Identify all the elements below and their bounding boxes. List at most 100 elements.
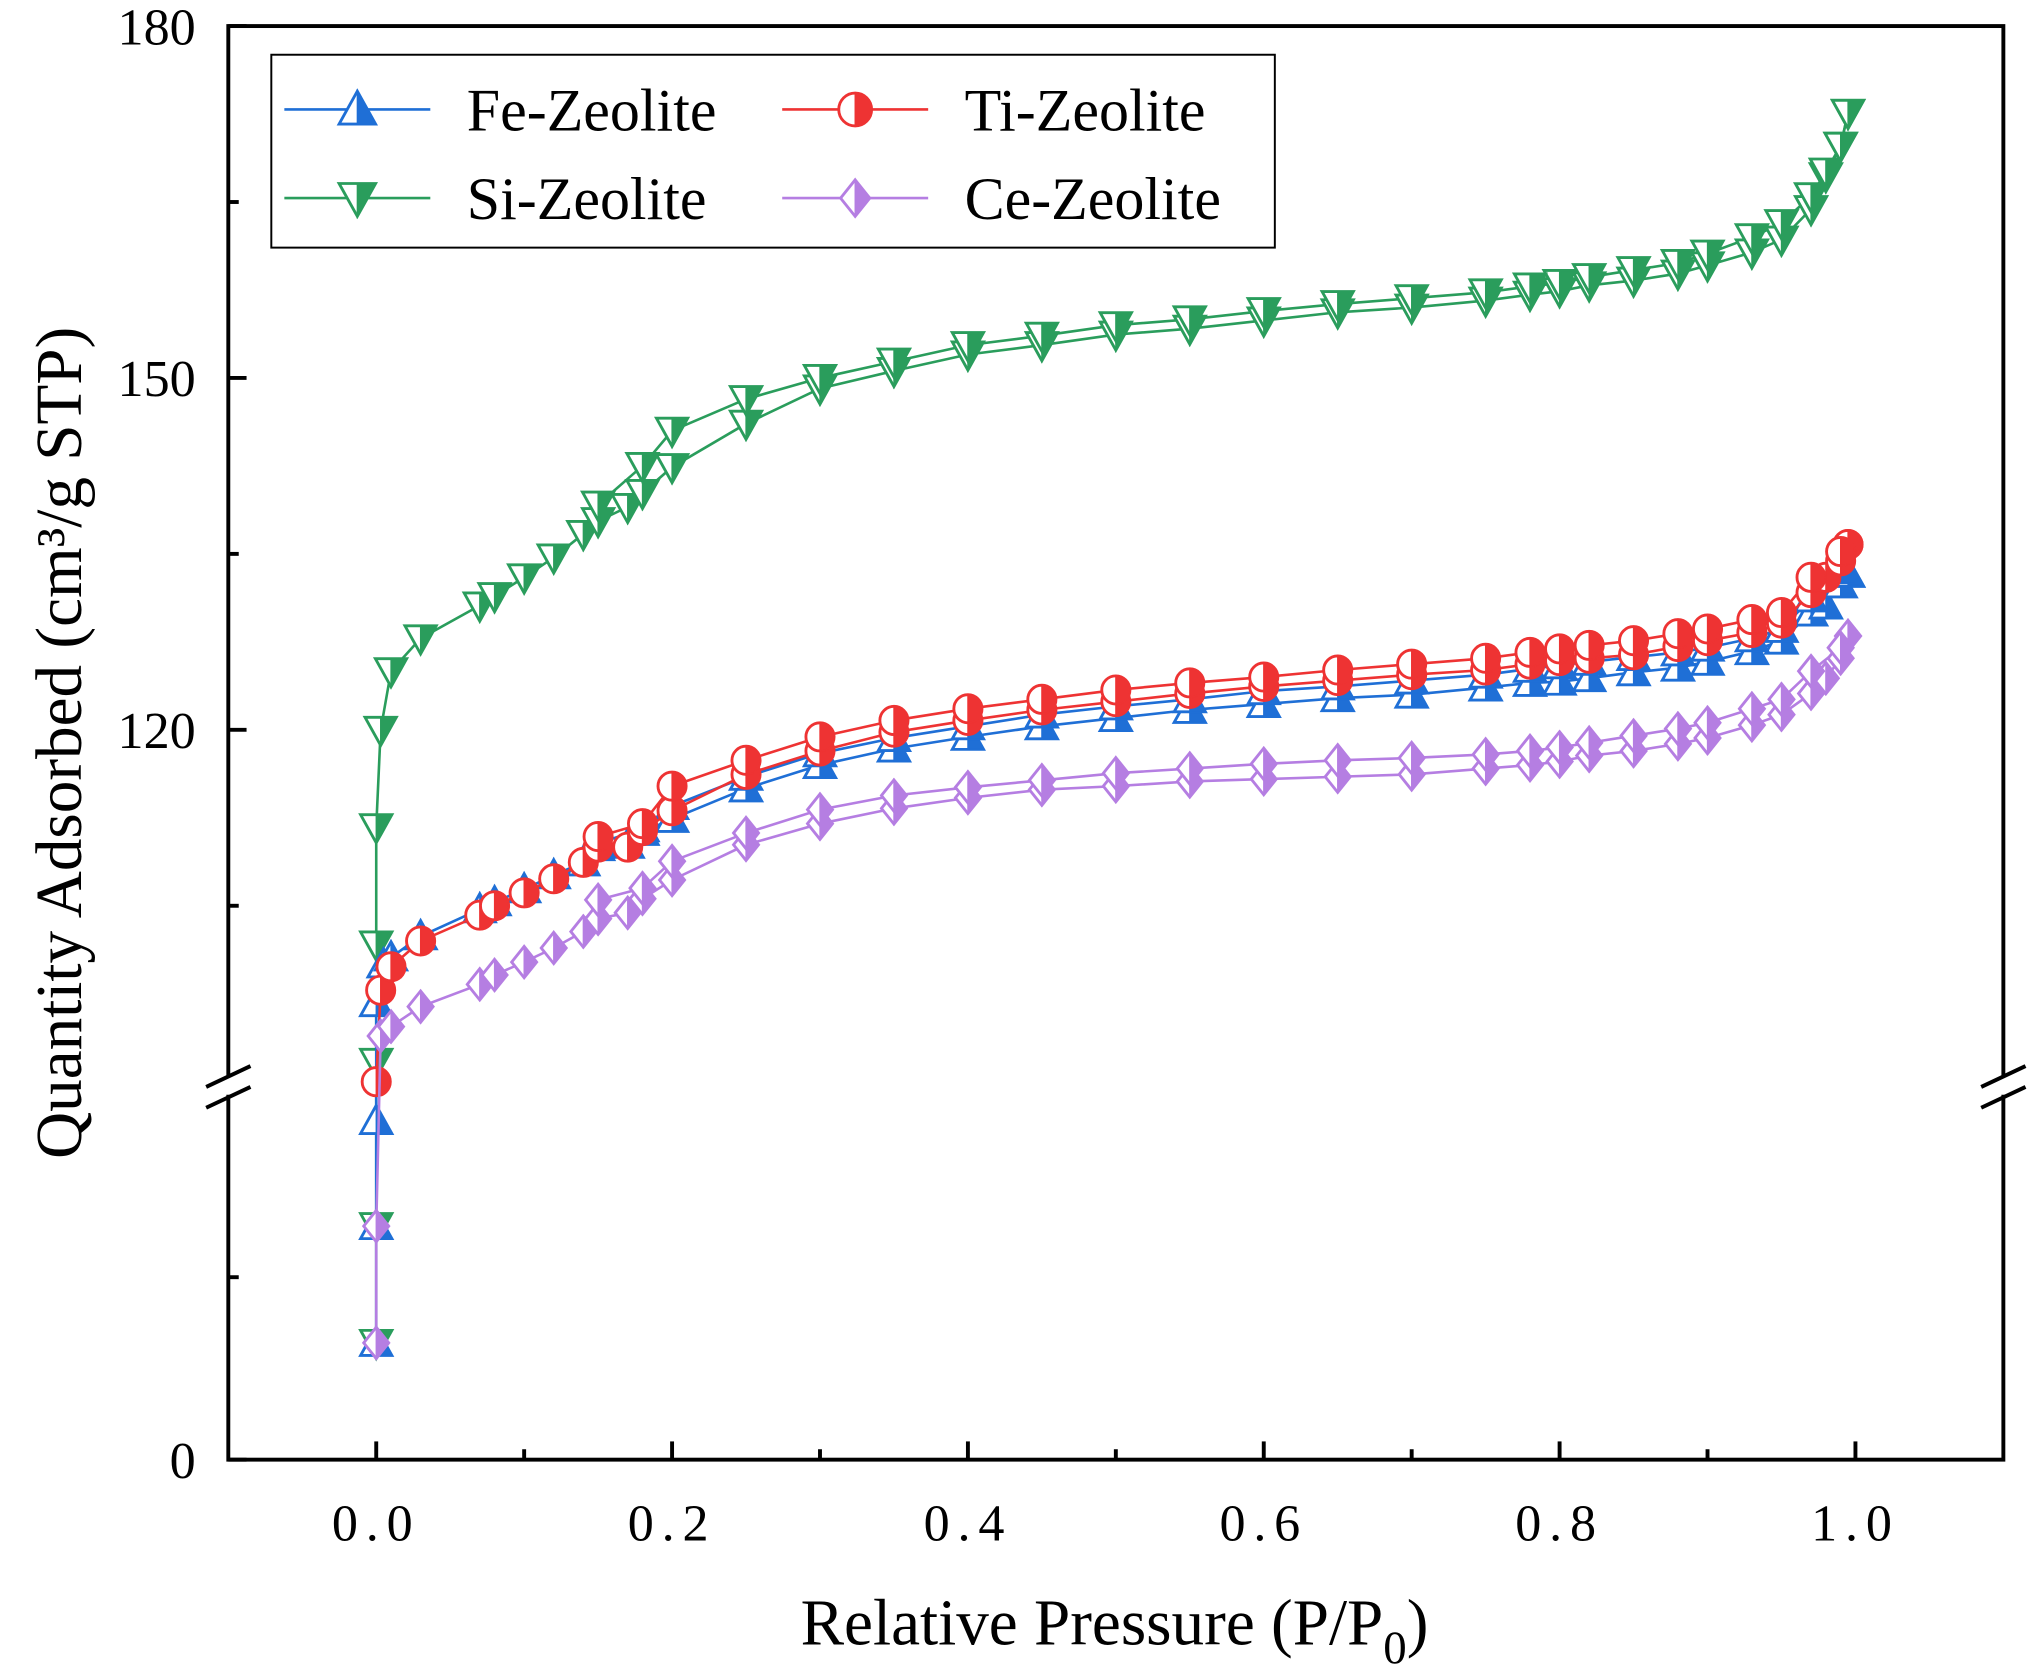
data-point [362, 715, 399, 749]
data-point [1101, 755, 1131, 792]
series-ti-zeolite [360, 529, 1864, 1098]
data-point [1515, 733, 1545, 769]
data-point [952, 693, 984, 725]
data-point [1618, 625, 1650, 657]
x-tick-label: 0.6 [1219, 1495, 1308, 1552]
data-point [1692, 613, 1724, 645]
series-fe-zeolite [358, 551, 1867, 1357]
data-point [406, 988, 435, 1025]
series-ce-zeolite [361, 618, 1863, 1361]
data-point [361, 1324, 391, 1361]
desorption-line [597, 635, 1850, 902]
data-point [1571, 659, 1608, 693]
legend-swatch-ce-zeolite [782, 177, 929, 219]
data-point [479, 890, 511, 922]
data-point [539, 930, 569, 966]
data-point [1829, 98, 1867, 132]
data-point [1023, 321, 1060, 355]
data-point [535, 543, 572, 576]
data-point [1467, 278, 1504, 311]
data-point [875, 347, 913, 381]
data-point [1470, 642, 1502, 674]
data-point [1027, 762, 1057, 799]
series-si-zeolite [358, 98, 1867, 1362]
legend-swatch-ti-zeolite [782, 91, 929, 128]
data-point [1322, 654, 1354, 686]
data-point [1792, 182, 1830, 215]
axis-break-mark [205, 1085, 252, 1110]
data-point [1471, 736, 1500, 773]
data-point [1574, 724, 1604, 761]
data-point [1765, 597, 1797, 628]
data-point [1659, 249, 1697, 282]
data-point [1573, 629, 1605, 661]
legend-label-ce: Ce-Zeolite [965, 166, 1221, 232]
data-point [879, 777, 909, 814]
data-point [480, 957, 509, 993]
y-tick-label: 150 [118, 351, 196, 408]
data-point [1541, 268, 1578, 302]
data-point [1571, 263, 1608, 296]
data-point [360, 1066, 392, 1098]
data-point [509, 944, 539, 981]
data-point [1248, 661, 1280, 693]
data-point [730, 744, 762, 776]
data-point [358, 813, 395, 846]
data-point [1693, 704, 1722, 741]
data-point [1736, 604, 1768, 636]
data-point [624, 478, 661, 512]
y-tick-label: 0 [170, 1433, 196, 1490]
data-point [405, 925, 437, 957]
data-point [1319, 290, 1356, 323]
data-point [1662, 618, 1694, 650]
data-point [731, 815, 761, 851]
data-point [402, 624, 439, 657]
y-axis-label: Quantity Adsorbed (cm³/g STP) [24, 327, 96, 1159]
data-point [372, 657, 410, 690]
data-point [582, 821, 614, 852]
axes-layer: 0.0 0.2 0.4 0.6 0.8 1.0 0 120 150 180 [118, 0, 1892, 1552]
adsorption-line [374, 112, 1850, 1343]
data-point [1397, 740, 1427, 776]
data-point [1511, 272, 1549, 306]
data-point [538, 863, 570, 895]
data-point [506, 563, 543, 596]
data-point [1619, 717, 1648, 754]
data-point [1767, 681, 1796, 718]
data-point [805, 791, 835, 828]
data-point [476, 582, 513, 615]
axis-break-mark [1980, 1064, 2027, 1089]
data-point [1615, 256, 1652, 289]
axis-break-mark [1980, 1085, 2027, 1110]
y-tick-label: 120 [118, 703, 196, 760]
y-tick-label: 180 [118, 0, 196, 56]
data-point [1733, 223, 1770, 256]
data-point [1245, 297, 1282, 330]
data-point [375, 951, 407, 983]
data-point [656, 770, 688, 802]
data-point [365, 974, 397, 1006]
axis-break-mark [205, 1064, 252, 1089]
data-point [1825, 536, 1857, 567]
data-point [583, 881, 613, 918]
adsorption-line [374, 543, 1850, 1082]
data-point [1796, 653, 1826, 690]
data-point [1663, 710, 1693, 747]
data-point [838, 177, 872, 219]
x-axis-label: Relative Pressure (P/P0) [801, 1588, 1429, 1674]
data-point [1737, 690, 1767, 727]
data-point [656, 795, 688, 827]
data-point [801, 364, 839, 397]
data-point [727, 385, 765, 418]
data-point [626, 808, 658, 840]
data-point [1249, 745, 1279, 782]
data-point [727, 409, 765, 443]
data-point [1689, 239, 1726, 273]
data-point [1544, 633, 1576, 665]
data-point [336, 182, 379, 220]
legend-swatch-fe-zeolite [284, 88, 431, 126]
data-point [878, 705, 910, 736]
data-point [653, 453, 691, 486]
data-point [1545, 729, 1574, 766]
x-tick-label: 0.2 [628, 1495, 717, 1552]
